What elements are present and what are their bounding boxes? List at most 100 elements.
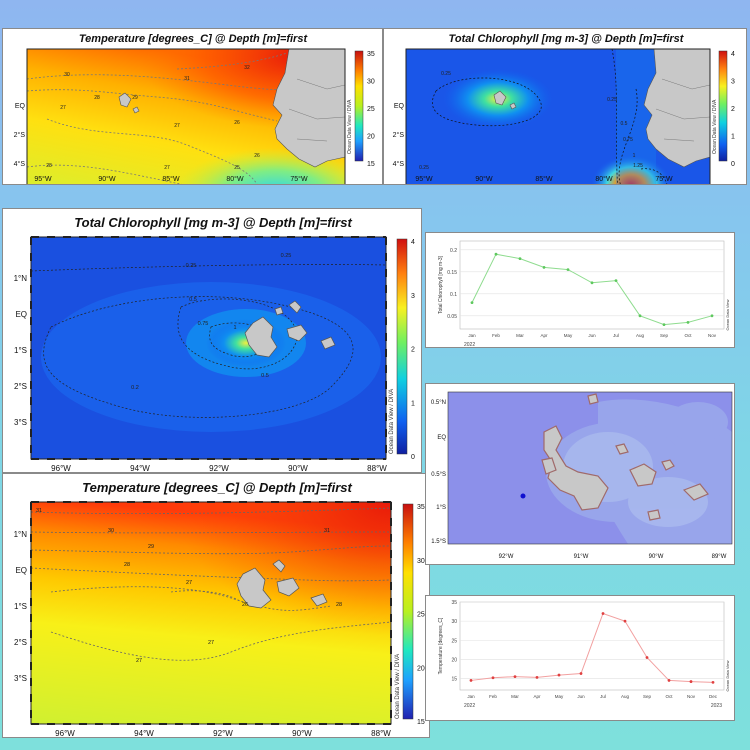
x-tick-label: 89°W [712,554,727,560]
x-tick-label: Aug [621,694,630,699]
x-tick-label: 95°W [34,175,52,183]
data-point [579,672,583,675]
contour-label: 28 [124,562,130,568]
x-tick-label: Mar [511,694,519,699]
colorbar-tick-label: 3 [411,293,415,300]
data-point [535,675,539,679]
x-tick-label: Apr [540,333,548,338]
colorbar-tick-label: 25 [367,106,375,113]
contour-label: 27 [136,658,142,664]
plot-area [459,601,725,691]
contour-label: 28 [46,163,52,169]
x-tick-label: Oct [684,333,692,338]
data-point [686,321,690,324]
data-point [662,323,666,326]
x-tick-label: Feb [489,694,497,699]
vertical-credit: Ocean Data View [725,660,730,691]
y-tick-label: EQ [437,435,446,441]
x-tick-label: Jul [613,333,619,338]
x-tick-label: May [555,694,564,699]
contour-label: 25 [234,165,240,171]
contour-label: 0.25 [281,253,292,259]
y-tick-label: 0.1 [450,292,457,298]
data-point [711,680,715,684]
data-point [601,612,605,615]
contour-label: 29 [148,544,154,550]
y-tick-label: 1°S [14,602,27,611]
contour-label: 27 [186,580,192,586]
contour-label: 0.25 [607,97,617,103]
y-tick-label: 1°S [14,346,27,355]
x-tick-label: Jun [577,694,585,699]
map-title: Total Chlorophyll [mg m-3] @ Depth [m]=f… [74,215,352,230]
contour-label: 30 [108,528,114,534]
x-tick-label: Sep [660,333,669,338]
data-point [614,279,618,282]
contour-label: 30 [64,72,70,78]
data-point [638,314,642,318]
x-tick-label: 94°W [130,464,150,473]
chlorophyll-line-chart-panel: 0.05 0.1 0.15 0.2 Jan Feb Mar Apr May Jun Jul Aug Se… [425,232,735,348]
x-tick-label: 95°W [415,175,433,183]
y-tick-label: 20 [451,657,457,663]
x-tick-label: Oct [665,694,673,699]
colorbar-tick-label: 30 [417,558,425,565]
y-tick-label: 2°S [14,131,26,139]
data-point [645,656,649,659]
map-title: Temperature [degrees_C] @ Depth [m]=firs… [82,480,352,495]
series-line [470,612,714,683]
x-tick-label: Dec [709,694,718,699]
contour-label: 31 [324,528,330,534]
colorbar-tick-label: 25 [417,612,425,619]
y-tick-label: 1°N [14,274,28,283]
colorbar-tick-label: 35 [367,51,375,58]
x-tick-label: 92°W [209,464,229,473]
temperature-map-wide: Temperature [degrees_C] @ Depth [m]=firs… [14,33,375,184]
vertical-credit: Ocean Data View / DIVA [712,99,718,154]
x-tick-label: 94°W [134,729,154,738]
x-tick-label: Nov [687,694,696,699]
x-tick-label: May [564,333,573,338]
y-tick-label: EQ [394,103,405,110]
contour-label: 1 [233,325,236,331]
x-tick-label: 90°W [475,175,493,183]
x-tick-label: 96°W [51,464,71,473]
contour-label: 26 [254,153,260,159]
y-tick-label: 25 [451,638,457,644]
y-tick-label: 0.2 [450,248,457,254]
contour-label: 27 [174,123,180,129]
chlorophyll-line-chart: 0.05 0.1 0.15 0.2 Jan Feb Mar Apr May Jun Jul Aug Se… [438,240,730,347]
contour-label: 1.25 [633,163,643,169]
vertical-credit: Ocean Data View / DIVA [347,99,353,154]
contour-label: 29 [132,95,138,101]
vertical-credit: Ocean Data View / DIVA [395,654,401,719]
x-tick-label: 90°W [288,464,308,473]
map-title: Total Chlorophyll [mg m-3] @ Depth [m]=f… [449,33,685,45]
colorbar-tick-label: 20 [367,134,375,141]
colorbar-tick-label: 15 [367,161,375,168]
y-tick-label: 2°S [14,382,27,391]
vertical-credit: Ocean Data View / DIVA [389,389,395,454]
contour-label: 0.2 [131,385,139,391]
contour-label: 27 [60,105,66,111]
y-tick-label: EQ [15,566,27,575]
contour-label: 32 [244,65,250,71]
galapagos-map-panel: 0.5°N EQ 0.5°S 1°S 1.5°S 92°W 91°W 90°W 89°W [425,383,735,565]
contour-label: 27 [164,165,170,171]
colorbar-tick-label: 4 [731,51,735,58]
colorbar-tick-label: 4 [411,239,415,246]
contour-label: 0.25 [186,263,197,269]
contour-label: 0.5 [621,121,628,127]
contour-label: 31 [184,76,190,82]
x-tick-label: 80°W [595,175,613,183]
contour-label: 31 [36,508,42,514]
y-tick-label: EQ [15,103,26,110]
y-tick-label: 4°S [14,160,26,168]
x-tick-label: 85°W [162,175,180,183]
y-tick-label: 35 [451,600,457,606]
data-point [566,268,570,271]
x-tick-label: Jun [588,333,596,338]
y-tick-label: 1°S [436,505,446,511]
contour-label: 26 [242,602,248,608]
temperature-line-chart: 15 20 25 30 35 Jan Feb Mar Apr May Jun Jul Aug Sep Oct… [438,600,730,709]
